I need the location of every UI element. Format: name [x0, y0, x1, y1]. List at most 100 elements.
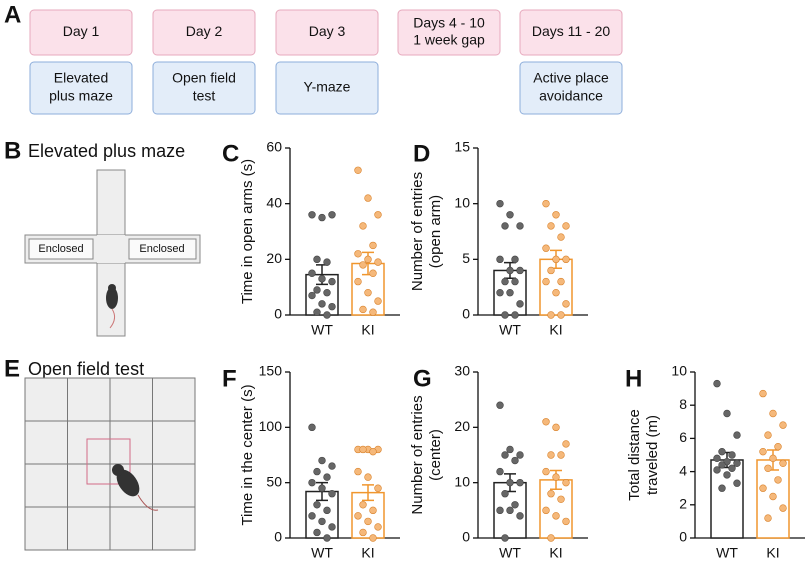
data-point — [511, 255, 519, 264]
data-point — [354, 250, 362, 258]
data-point — [547, 311, 555, 319]
day-label: 1 week gap — [413, 32, 485, 48]
y-tick-label: 0 — [462, 306, 470, 322]
data-point — [308, 211, 316, 219]
data-point — [323, 258, 331, 266]
data-point — [713, 454, 721, 463]
data-point — [308, 423, 316, 432]
y-tick-label: 0 — [274, 306, 282, 322]
data-point — [774, 476, 782, 484]
y-axis-label: Total distance — [626, 409, 643, 501]
data-point — [506, 211, 514, 219]
x-tick-label: WT — [499, 322, 521, 338]
data-point — [552, 473, 560, 481]
data-point — [496, 506, 504, 515]
data-point — [764, 514, 772, 522]
data-point — [547, 266, 555, 275]
panel-letter: E — [4, 355, 20, 382]
y-tick-label: 100 — [259, 418, 283, 434]
day-box — [29, 9, 133, 56]
data-point — [328, 462, 336, 470]
task-label: Y-maze — [304, 79, 351, 95]
data-point — [542, 418, 550, 426]
data-point — [769, 454, 777, 463]
data-point — [501, 222, 509, 230]
data-point — [323, 311, 331, 319]
data-point — [562, 222, 570, 230]
data-point — [328, 277, 336, 286]
data-point — [369, 241, 377, 250]
x-tick-label: WT — [311, 322, 333, 338]
task-box — [29, 61, 133, 115]
y-tick-label: 5 — [462, 250, 470, 266]
data-point — [759, 389, 767, 398]
data-point — [354, 467, 362, 476]
data-point — [369, 506, 377, 515]
data-point — [374, 258, 382, 266]
data-point — [501, 311, 509, 319]
data-point — [506, 478, 514, 487]
y-axis-label: Time in the center (s) — [239, 384, 256, 525]
data-point — [547, 451, 555, 459]
data-point — [723, 409, 731, 418]
day-label: Days 4 - 10 — [413, 15, 485, 31]
y-tick-label: 2 — [679, 496, 687, 512]
data-point — [374, 523, 382, 531]
data-point — [359, 261, 367, 269]
data-point — [733, 459, 741, 467]
data-point — [718, 461, 726, 469]
data-point — [313, 255, 321, 264]
data-point — [562, 255, 570, 264]
data-point — [713, 466, 721, 474]
data-point — [364, 517, 372, 526]
task-label: Elevated — [54, 70, 108, 86]
day-label: Day 1 — [63, 23, 100, 39]
y-axis-label: Time in open arms (s) — [239, 159, 256, 304]
open-field-drawing — [24, 377, 196, 551]
data-point — [516, 266, 524, 275]
data-point — [516, 300, 524, 308]
data-point — [516, 478, 524, 487]
data-point — [511, 277, 519, 286]
data-point — [308, 512, 316, 520]
y-tick-label: 20 — [266, 250, 282, 266]
data-point — [313, 528, 321, 537]
data-point — [318, 456, 326, 465]
data-point — [496, 199, 504, 208]
x-tick-label: WT — [499, 545, 521, 561]
data-point — [542, 506, 550, 515]
y-tick-label: 30 — [454, 363, 470, 379]
data-point — [552, 289, 560, 297]
y-tick-label: 60 — [266, 139, 282, 155]
y-axis-label: traveled (m) — [644, 415, 661, 495]
data-point — [506, 506, 514, 515]
data-point — [769, 492, 777, 501]
data-point — [774, 443, 782, 451]
y-axis-label: (open arm) — [427, 195, 444, 268]
data-point — [354, 512, 362, 520]
data-point — [359, 501, 367, 509]
data-point — [323, 473, 331, 481]
data-point — [369, 269, 377, 277]
data-point — [323, 289, 331, 297]
x-tick-label: WT — [716, 545, 738, 561]
data-point — [779, 421, 787, 429]
x-tick-label: WT — [311, 545, 333, 561]
data-point — [547, 222, 555, 230]
y-tick-label: 150 — [259, 363, 283, 379]
panel-letter: A — [4, 1, 21, 28]
data-point — [723, 471, 731, 479]
data-point — [364, 255, 372, 264]
data-point — [542, 277, 550, 286]
data-point — [364, 473, 372, 481]
x-tick-label: KI — [549, 545, 562, 561]
day-box — [275, 9, 379, 56]
error-bar — [362, 484, 374, 502]
data-point — [511, 501, 519, 509]
data-point — [542, 244, 550, 252]
x-tick-label: KI — [361, 322, 374, 338]
task-label: Open field — [172, 70, 236, 86]
data-point — [501, 534, 509, 542]
y-tick-label: 0 — [679, 529, 687, 545]
